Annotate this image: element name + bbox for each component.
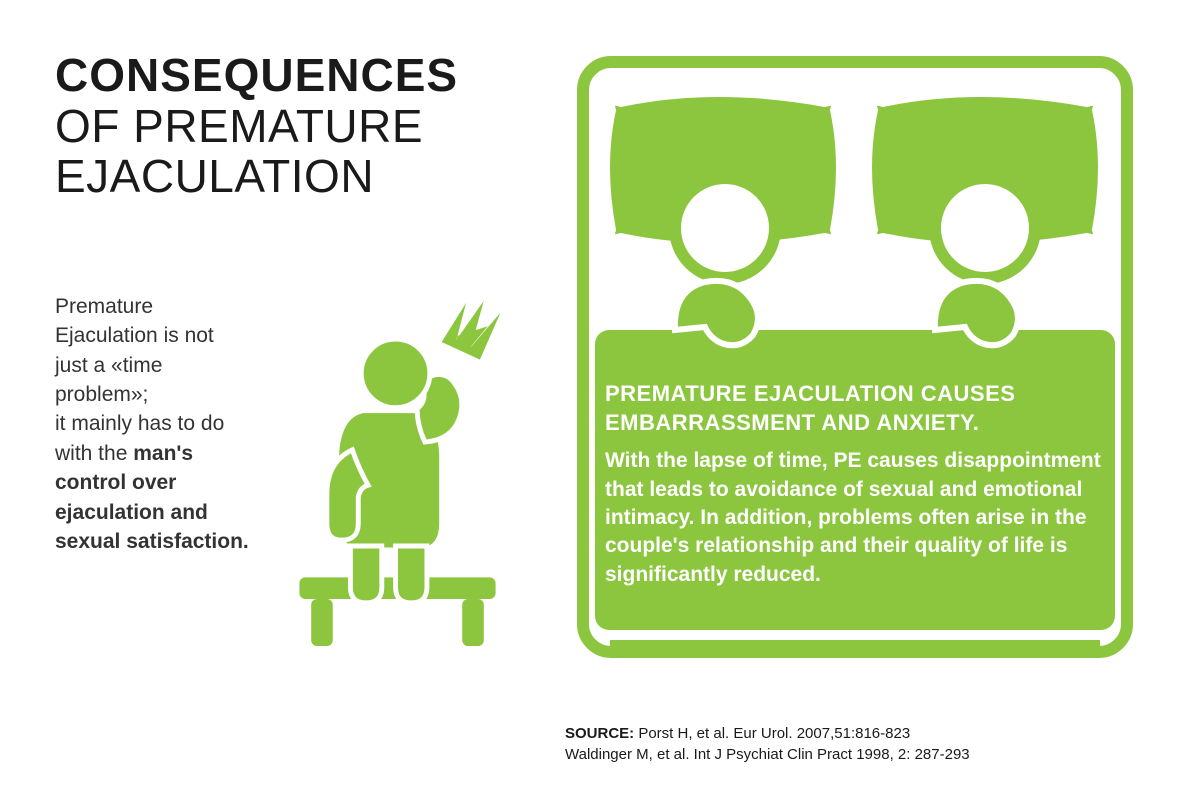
source-citation: SOURCE: Porst H, et al. Eur Urol. 2007,5… (565, 723, 970, 765)
source-line-2: Waldinger M, et al. Int J Psychiat Clin … (565, 746, 970, 763)
intro-row: Premature Ejaculation is not just a «tim… (55, 292, 525, 652)
callout-text-block: PREMATURE EJACULATION CAUSES EMBARRASSME… (605, 380, 1110, 589)
title-line-2: OF PREMATURE (55, 100, 423, 152)
seated-distressed-figure-icon (270, 292, 525, 652)
left-column: CONSEQUENCES OF PREMATURE EJACULATION Pr… (55, 50, 525, 765)
callout-heading: PREMATURE EJACULATION CAUSES EMBARRASSME… (605, 380, 1110, 437)
intro-prefix: Premature Ejaculation is not just a «tim… (55, 295, 224, 465)
page-title: CONSEQUENCES OF PREMATURE EJACULATION (55, 50, 525, 202)
couple-in-bed-icon: PREMATURE EJACULATION CAUSES EMBARRASSME… (565, 50, 1150, 675)
right-column: PREMATURE EJACULATION CAUSES EMBARRASSME… (565, 50, 1150, 765)
intro-paragraph: Premature Ejaculation is not just a «tim… (55, 292, 250, 557)
title-line-3: EJACULATION (55, 150, 374, 202)
infographic-container: CONSEQUENCES OF PREMATURE EJACULATION Pr… (0, 0, 1200, 805)
source-label: SOURCE: (565, 725, 634, 742)
callout-body: With the lapse of time, PE causes disapp… (605, 447, 1110, 589)
title-line-1: CONSEQUENCES (55, 49, 458, 101)
source-line-1: Porst H, et al. Eur Urol. 2007,51:816-82… (634, 725, 910, 742)
